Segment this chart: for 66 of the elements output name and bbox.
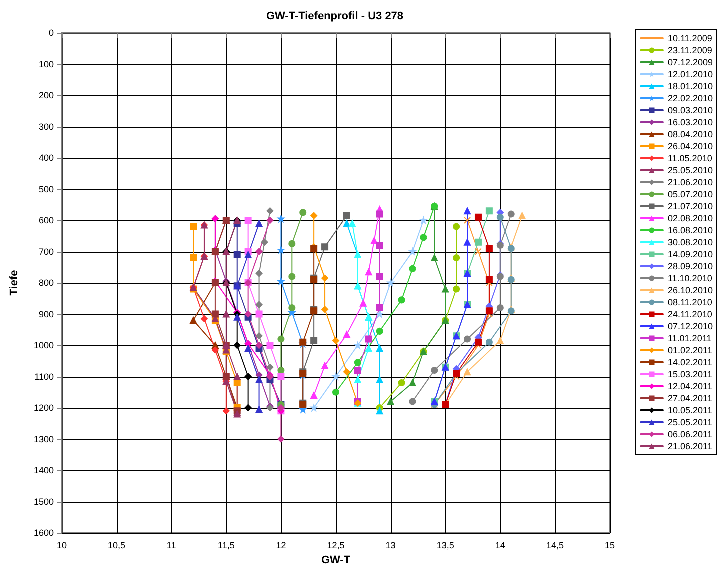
- y-tick-label: 200: [38, 90, 54, 100]
- legend-label: 30.08.2010: [668, 238, 714, 248]
- legend-label: 23.11.2009: [668, 46, 712, 56]
- y-tick-label: 1100: [34, 372, 54, 382]
- legend-label: 14.02.2011: [668, 358, 712, 368]
- legend-label: 26.04.2010: [668, 142, 714, 152]
- legend-label: 06.06.2011: [668, 430, 712, 440]
- legend-label: 21.07.2010: [668, 202, 714, 212]
- x-tick-label: 13: [386, 540, 396, 550]
- legend-label: 10.11.2009: [668, 34, 712, 44]
- legend-label: 24.11.2010: [668, 310, 712, 320]
- legend-label: 11.05.2010: [668, 154, 712, 164]
- x-tick-label: 14,5: [546, 540, 564, 550]
- legend-label: 22.02.2010: [668, 94, 714, 104]
- legend-label: 12.04.2011: [668, 382, 712, 392]
- legend-label: 16.08.2010: [668, 226, 714, 236]
- legend-label: 12.01.2010: [668, 70, 714, 80]
- x-tick-label: 15: [604, 540, 616, 550]
- x-tick-label: 12,5: [327, 540, 345, 550]
- y-tick-label: 1400: [34, 466, 54, 476]
- y-tick-label: 400: [38, 153, 54, 163]
- legend-label: 21.06.2011: [668, 442, 712, 452]
- y-axis-title: Tiefe: [8, 270, 20, 296]
- y-tick-label: 100: [38, 59, 54, 70]
- legend-label: 07.12.2010: [668, 322, 714, 332]
- y-tick-label: 1300: [34, 434, 54, 444]
- legend-label: 15.03.2011: [668, 370, 712, 380]
- x-tick-label: 10: [56, 540, 68, 550]
- legend-label: 28.09.2010: [668, 262, 714, 272]
- x-tick-label: 10,5: [108, 540, 126, 550]
- x-tick-label: 13,5: [436, 540, 454, 550]
- x-tick-label: 11: [166, 540, 176, 550]
- y-tick-label: 0: [48, 28, 54, 38]
- legend-label: 02.08.2010: [668, 214, 714, 224]
- x-tick-label: 12: [276, 540, 286, 550]
- legend-label: 05.07.2010: [668, 190, 714, 200]
- legend-label: 08.11.2010: [668, 298, 712, 308]
- legend-label: 08.04.2010: [668, 130, 714, 140]
- y-tick-label: 600: [38, 216, 54, 226]
- legend-label: 14.09.2010: [668, 250, 714, 260]
- y-tick-label: 1600: [34, 528, 54, 538]
- legend-label: 25.05.2010: [668, 166, 714, 176]
- y-tick-label: 1500: [34, 496, 54, 507]
- legend-label: 16.03.2010: [668, 118, 714, 128]
- chart-title: GW-T-Tiefenprofil - U3 278: [266, 10, 404, 22]
- y-tick-label: 800: [38, 278, 54, 288]
- legend-label: 10.05.2011: [668, 406, 712, 416]
- legend-label: 26.10.2010: [668, 286, 714, 296]
- y-tick-label: 500: [38, 184, 54, 194]
- y-tick-label: 300: [38, 122, 54, 132]
- x-tick-label: 11,5: [218, 540, 235, 550]
- y-tick-label: 1000: [34, 340, 54, 350]
- legend-label: 09.03.2010: [668, 106, 714, 116]
- y-tick-label: 700: [38, 246, 54, 257]
- legend-label: 21.06.2010: [668, 178, 714, 188]
- legend-label: 11.01.2011: [668, 334, 712, 344]
- x-axis-title: GW-T: [321, 554, 351, 566]
- y-tick-label: 1200: [34, 403, 54, 413]
- legend-label: 01.02.2011: [668, 346, 712, 356]
- legend-label: 07.12.2009: [668, 58, 714, 68]
- legend-label: 25.05.2011: [668, 418, 712, 428]
- y-tick-label: 900: [38, 309, 54, 320]
- legend-label: 11.10.2010: [668, 274, 712, 284]
- x-tick-label: 14: [495, 540, 506, 550]
- legend-label: 27.04.2011: [668, 394, 712, 404]
- legend-label: 18.01.2010: [668, 82, 714, 92]
